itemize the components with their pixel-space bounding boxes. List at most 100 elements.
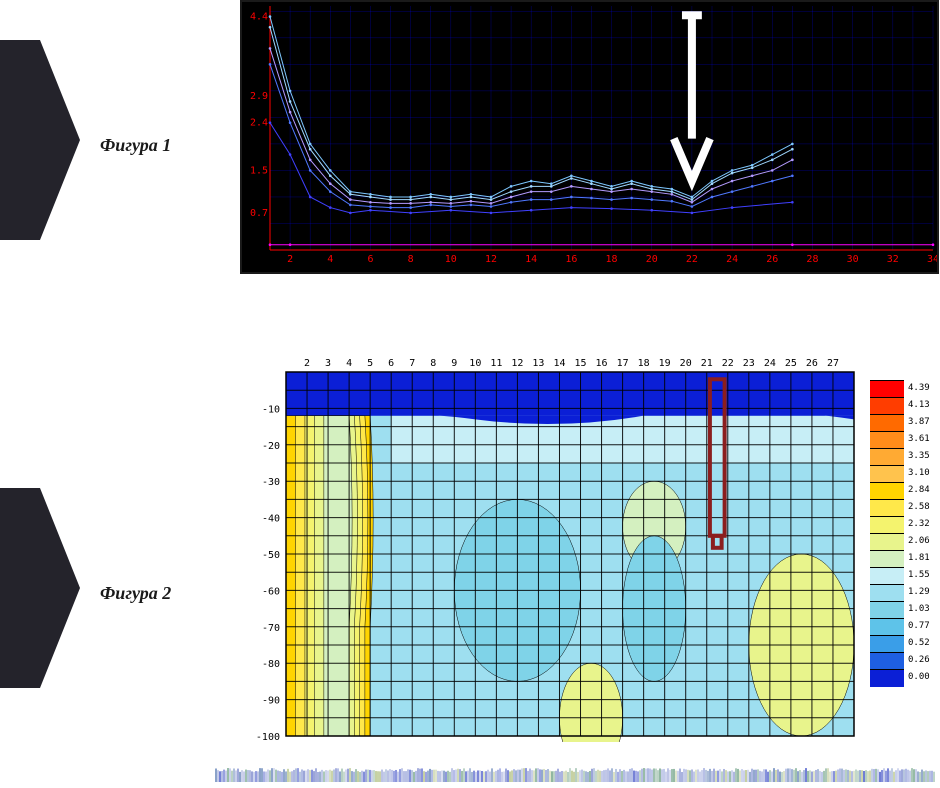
legend-value: 3.61 bbox=[904, 435, 930, 444]
svg-text:16: 16 bbox=[565, 254, 577, 265]
svg-text:10: 10 bbox=[469, 358, 481, 369]
svg-text:1.5: 1.5 bbox=[250, 165, 268, 176]
svg-text:3: 3 bbox=[325, 358, 331, 369]
pointer-shape-2 bbox=[0, 488, 80, 688]
legend-entry: 2.06 bbox=[870, 533, 930, 550]
legend-swatch bbox=[870, 550, 904, 568]
svg-text:17: 17 bbox=[617, 358, 629, 369]
figure-2-label: Фигура 2 bbox=[100, 583, 171, 604]
legend-swatch bbox=[870, 431, 904, 449]
legend-swatch bbox=[870, 635, 904, 653]
svg-text:23: 23 bbox=[743, 358, 755, 369]
svg-text:2.9: 2.9 bbox=[250, 91, 268, 102]
page: Фигура 1 Фигура 2 0.71.52.42.94.42468101… bbox=[0, 0, 940, 788]
svg-text:-40: -40 bbox=[262, 514, 280, 525]
svg-text:10: 10 bbox=[445, 254, 457, 265]
svg-text:5: 5 bbox=[367, 358, 373, 369]
svg-text:4.4: 4.4 bbox=[250, 12, 268, 23]
svg-text:2: 2 bbox=[304, 358, 310, 369]
svg-text:24: 24 bbox=[764, 358, 776, 369]
svg-text:14: 14 bbox=[525, 254, 537, 265]
svg-text:-20: -20 bbox=[262, 441, 280, 452]
svg-text:18: 18 bbox=[638, 358, 650, 369]
svg-text:20: 20 bbox=[680, 358, 692, 369]
svg-text:34: 34 bbox=[927, 254, 937, 265]
legend-entry: 2.32 bbox=[870, 516, 930, 533]
svg-text:9: 9 bbox=[451, 358, 457, 369]
legend-swatch bbox=[870, 669, 904, 687]
legend-entry: 3.10 bbox=[870, 465, 930, 482]
svg-text:14: 14 bbox=[553, 358, 565, 369]
svg-text:11: 11 bbox=[490, 358, 502, 369]
svg-text:26: 26 bbox=[806, 358, 818, 369]
svg-text:2: 2 bbox=[287, 254, 293, 265]
svg-text:0.7: 0.7 bbox=[250, 208, 268, 219]
legend-swatch bbox=[870, 567, 904, 585]
svg-text:22: 22 bbox=[722, 358, 734, 369]
svg-text:21: 21 bbox=[701, 358, 713, 369]
svg-text:12: 12 bbox=[511, 358, 523, 369]
legend-entry: 1.55 bbox=[870, 567, 930, 584]
legend-entry: 3.35 bbox=[870, 448, 930, 465]
svg-text:27: 27 bbox=[827, 358, 839, 369]
noise-strip bbox=[215, 768, 935, 782]
svg-text:-100: -100 bbox=[256, 732, 280, 742]
legend-swatch bbox=[870, 584, 904, 602]
svg-text:-90: -90 bbox=[262, 696, 280, 707]
legend-value: 4.39 bbox=[904, 384, 930, 393]
figure-1-label: Фигура 1 bbox=[100, 135, 171, 156]
legend-swatch bbox=[870, 601, 904, 619]
svg-text:6: 6 bbox=[388, 358, 394, 369]
legend-swatch bbox=[870, 499, 904, 517]
legend-swatch bbox=[870, 380, 904, 398]
legend-value: 0.52 bbox=[904, 639, 930, 648]
legend-swatch bbox=[870, 516, 904, 534]
svg-text:13: 13 bbox=[532, 358, 544, 369]
svg-text:8: 8 bbox=[430, 358, 436, 369]
legend-value: 0.77 bbox=[904, 622, 930, 631]
svg-text:-70: -70 bbox=[262, 623, 280, 634]
svg-text:4: 4 bbox=[327, 254, 333, 265]
svg-text:30: 30 bbox=[847, 254, 859, 265]
svg-text:24: 24 bbox=[726, 254, 738, 265]
svg-text:25: 25 bbox=[785, 358, 797, 369]
legend-entry: 3.87 bbox=[870, 414, 930, 431]
legend-entry: 2.84 bbox=[870, 482, 930, 499]
legend-value: 3.10 bbox=[904, 469, 930, 478]
legend-entry: 0.77 bbox=[870, 618, 930, 635]
legend-value: 3.87 bbox=[904, 418, 930, 427]
legend-value: 2.32 bbox=[904, 520, 930, 529]
legend-swatch bbox=[870, 448, 904, 466]
legend-swatch bbox=[870, 618, 904, 636]
svg-text:-60: -60 bbox=[262, 586, 280, 597]
legend-swatch bbox=[870, 397, 904, 415]
contour-chart: 2345678910111213141516171819202122232425… bbox=[240, 352, 860, 742]
svg-text:22: 22 bbox=[686, 254, 698, 265]
legend-entry: 0.52 bbox=[870, 635, 930, 652]
legend-value: 0.00 bbox=[904, 673, 930, 682]
svg-text:7: 7 bbox=[409, 358, 415, 369]
legend-entry: 4.39 bbox=[870, 380, 930, 397]
legend-entry: 1.81 bbox=[870, 550, 930, 567]
legend-value: 2.06 bbox=[904, 537, 930, 546]
legend-value: 2.84 bbox=[904, 486, 930, 495]
legend-value: 2.58 bbox=[904, 503, 930, 512]
svg-text:20: 20 bbox=[646, 254, 658, 265]
legend-value: 4.13 bbox=[904, 401, 930, 410]
legend-value: 1.55 bbox=[904, 571, 930, 580]
svg-text:6: 6 bbox=[367, 254, 373, 265]
legend-entry: 3.61 bbox=[870, 431, 930, 448]
legend-entry: 0.00 bbox=[870, 669, 930, 686]
svg-text:4: 4 bbox=[346, 358, 352, 369]
legend-value: 3.35 bbox=[904, 452, 930, 461]
legend-entry: 4.13 bbox=[870, 397, 930, 414]
svg-text:19: 19 bbox=[659, 358, 671, 369]
line-chart: 0.71.52.42.94.42468101214161820222426283… bbox=[240, 0, 939, 274]
svg-text:32: 32 bbox=[887, 254, 899, 265]
legend-value: 0.26 bbox=[904, 656, 930, 665]
legend-entry: 1.29 bbox=[870, 584, 930, 601]
svg-text:-50: -50 bbox=[262, 550, 280, 561]
svg-text:-10: -10 bbox=[262, 404, 280, 415]
svg-text:8: 8 bbox=[408, 254, 414, 265]
svg-text:12: 12 bbox=[485, 254, 497, 265]
